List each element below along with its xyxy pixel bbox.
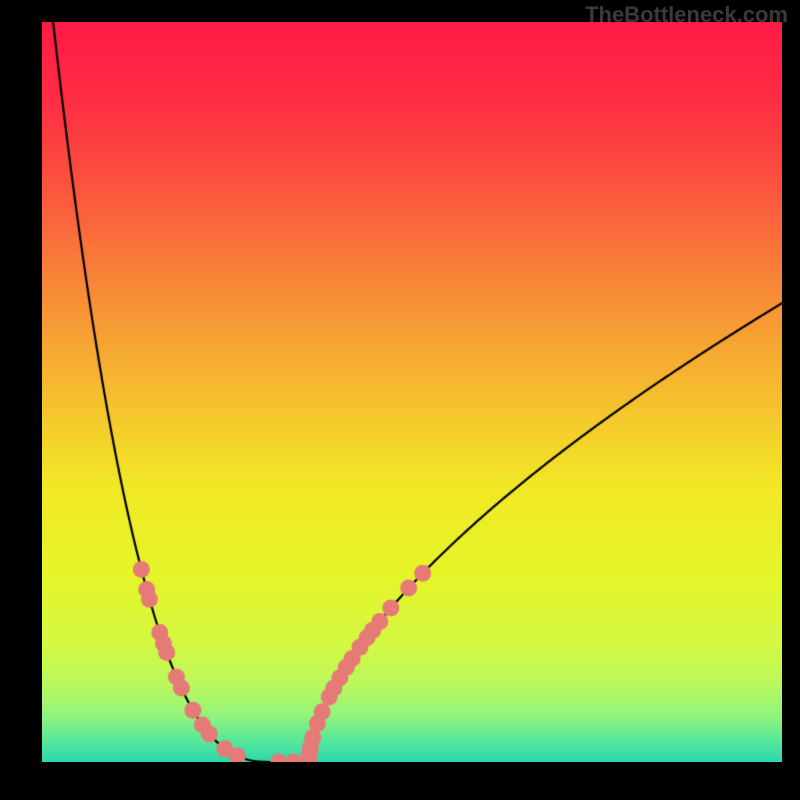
- plot-area: [42, 22, 782, 762]
- chart-stage: TheBottleneck.com: [0, 0, 800, 800]
- chart-canvas: [42, 22, 782, 762]
